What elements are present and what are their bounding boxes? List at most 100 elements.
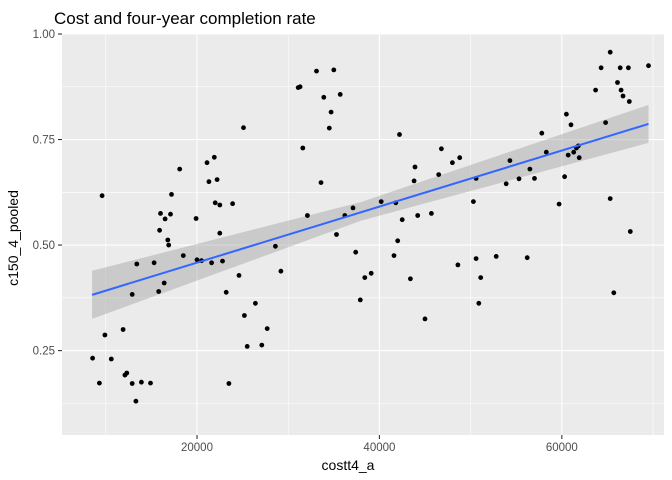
x-axis: 20000 40000 60000 bbox=[181, 435, 578, 454]
data-point bbox=[617, 65, 623, 71]
data-point bbox=[507, 158, 513, 164]
data-points bbox=[90, 49, 651, 404]
data-point bbox=[350, 205, 356, 211]
y-axis-title: c150_4_pooled bbox=[5, 190, 21, 286]
data-point bbox=[129, 381, 135, 386]
data-point bbox=[378, 199, 384, 205]
data-point bbox=[331, 67, 337, 73]
data-point bbox=[362, 275, 368, 280]
data-point bbox=[527, 166, 533, 172]
data-point bbox=[166, 242, 172, 248]
data-point bbox=[206, 179, 212, 185]
data-point bbox=[607, 49, 613, 55]
data-point bbox=[264, 326, 270, 331]
data-point bbox=[214, 177, 220, 183]
data-point bbox=[564, 111, 569, 117]
data-point bbox=[593, 87, 598, 93]
data-point bbox=[543, 149, 549, 155]
data-point bbox=[161, 280, 167, 286]
data-point bbox=[391, 253, 397, 258]
data-point bbox=[571, 149, 577, 155]
regression-line bbox=[91, 122, 649, 296]
data-point bbox=[627, 229, 633, 234]
data-point bbox=[108, 356, 114, 362]
data-point bbox=[151, 260, 157, 266]
chart-title: Cost and four-year completion rate bbox=[54, 9, 316, 28]
data-point bbox=[241, 125, 246, 131]
data-point bbox=[429, 211, 434, 216]
data-point bbox=[539, 130, 545, 136]
data-point bbox=[223, 289, 229, 295]
data-point bbox=[162, 216, 168, 222]
data-point bbox=[457, 155, 463, 161]
data-point bbox=[226, 381, 232, 386]
x-tick-label: 60000 bbox=[546, 442, 578, 454]
y-tick-label: 0.50 bbox=[33, 240, 55, 252]
data-point bbox=[516, 176, 522, 182]
data-point bbox=[217, 230, 223, 236]
data-point bbox=[129, 292, 135, 297]
data-point bbox=[524, 255, 530, 261]
data-point bbox=[399, 217, 405, 223]
data-point bbox=[217, 202, 223, 208]
data-point bbox=[193, 216, 199, 221]
data-point bbox=[169, 192, 174, 197]
data-point bbox=[603, 120, 608, 125]
data-point bbox=[321, 94, 327, 100]
data-point bbox=[626, 65, 631, 71]
data-point bbox=[397, 132, 402, 137]
x-tick-label: 20000 bbox=[181, 442, 213, 454]
data-point bbox=[439, 146, 444, 152]
data-point bbox=[305, 213, 310, 218]
data-point bbox=[212, 200, 218, 206]
regression-line-path bbox=[91, 122, 649, 296]
data-point bbox=[562, 174, 567, 180]
data-point bbox=[139, 379, 144, 385]
data-point bbox=[134, 261, 140, 267]
data-point bbox=[148, 380, 153, 386]
data-point bbox=[242, 313, 247, 318]
data-point bbox=[230, 201, 236, 207]
data-point bbox=[259, 342, 265, 348]
data-point bbox=[326, 125, 332, 131]
plot-panel bbox=[62, 34, 664, 435]
data-point bbox=[253, 300, 258, 306]
data-point bbox=[368, 270, 374, 276]
data-point bbox=[450, 160, 455, 166]
data-point bbox=[353, 249, 359, 255]
data-point bbox=[471, 199, 476, 205]
data-point bbox=[493, 254, 499, 259]
data-point bbox=[158, 211, 163, 216]
data-point bbox=[476, 300, 482, 306]
data-point bbox=[157, 227, 163, 233]
data-point bbox=[97, 380, 102, 386]
data-point bbox=[156, 289, 162, 294]
data-point bbox=[556, 201, 562, 207]
data-point bbox=[124, 370, 130, 376]
data-point bbox=[598, 65, 604, 71]
y-tick-label: 0.25 bbox=[33, 346, 55, 358]
data-point bbox=[194, 257, 200, 263]
data-point bbox=[408, 276, 413, 282]
data-point bbox=[626, 99, 632, 104]
data-point bbox=[278, 268, 284, 274]
data-point bbox=[576, 155, 582, 161]
data-point bbox=[133, 398, 139, 404]
grid-lines bbox=[62, 33, 664, 435]
data-point bbox=[328, 109, 334, 115]
x-axis-title: costt4_a bbox=[322, 457, 375, 473]
data-point bbox=[99, 193, 105, 199]
data-point bbox=[611, 290, 617, 296]
data-point bbox=[102, 332, 108, 338]
data-point bbox=[395, 238, 401, 244]
data-point bbox=[565, 152, 571, 158]
data-point bbox=[236, 273, 242, 278]
data-point bbox=[618, 87, 624, 93]
data-point bbox=[177, 166, 183, 172]
data-point bbox=[532, 176, 537, 181]
data-point bbox=[314, 68, 319, 74]
data-point bbox=[436, 172, 442, 178]
data-point bbox=[568, 122, 574, 128]
x-tick-label: 40000 bbox=[363, 442, 395, 454]
